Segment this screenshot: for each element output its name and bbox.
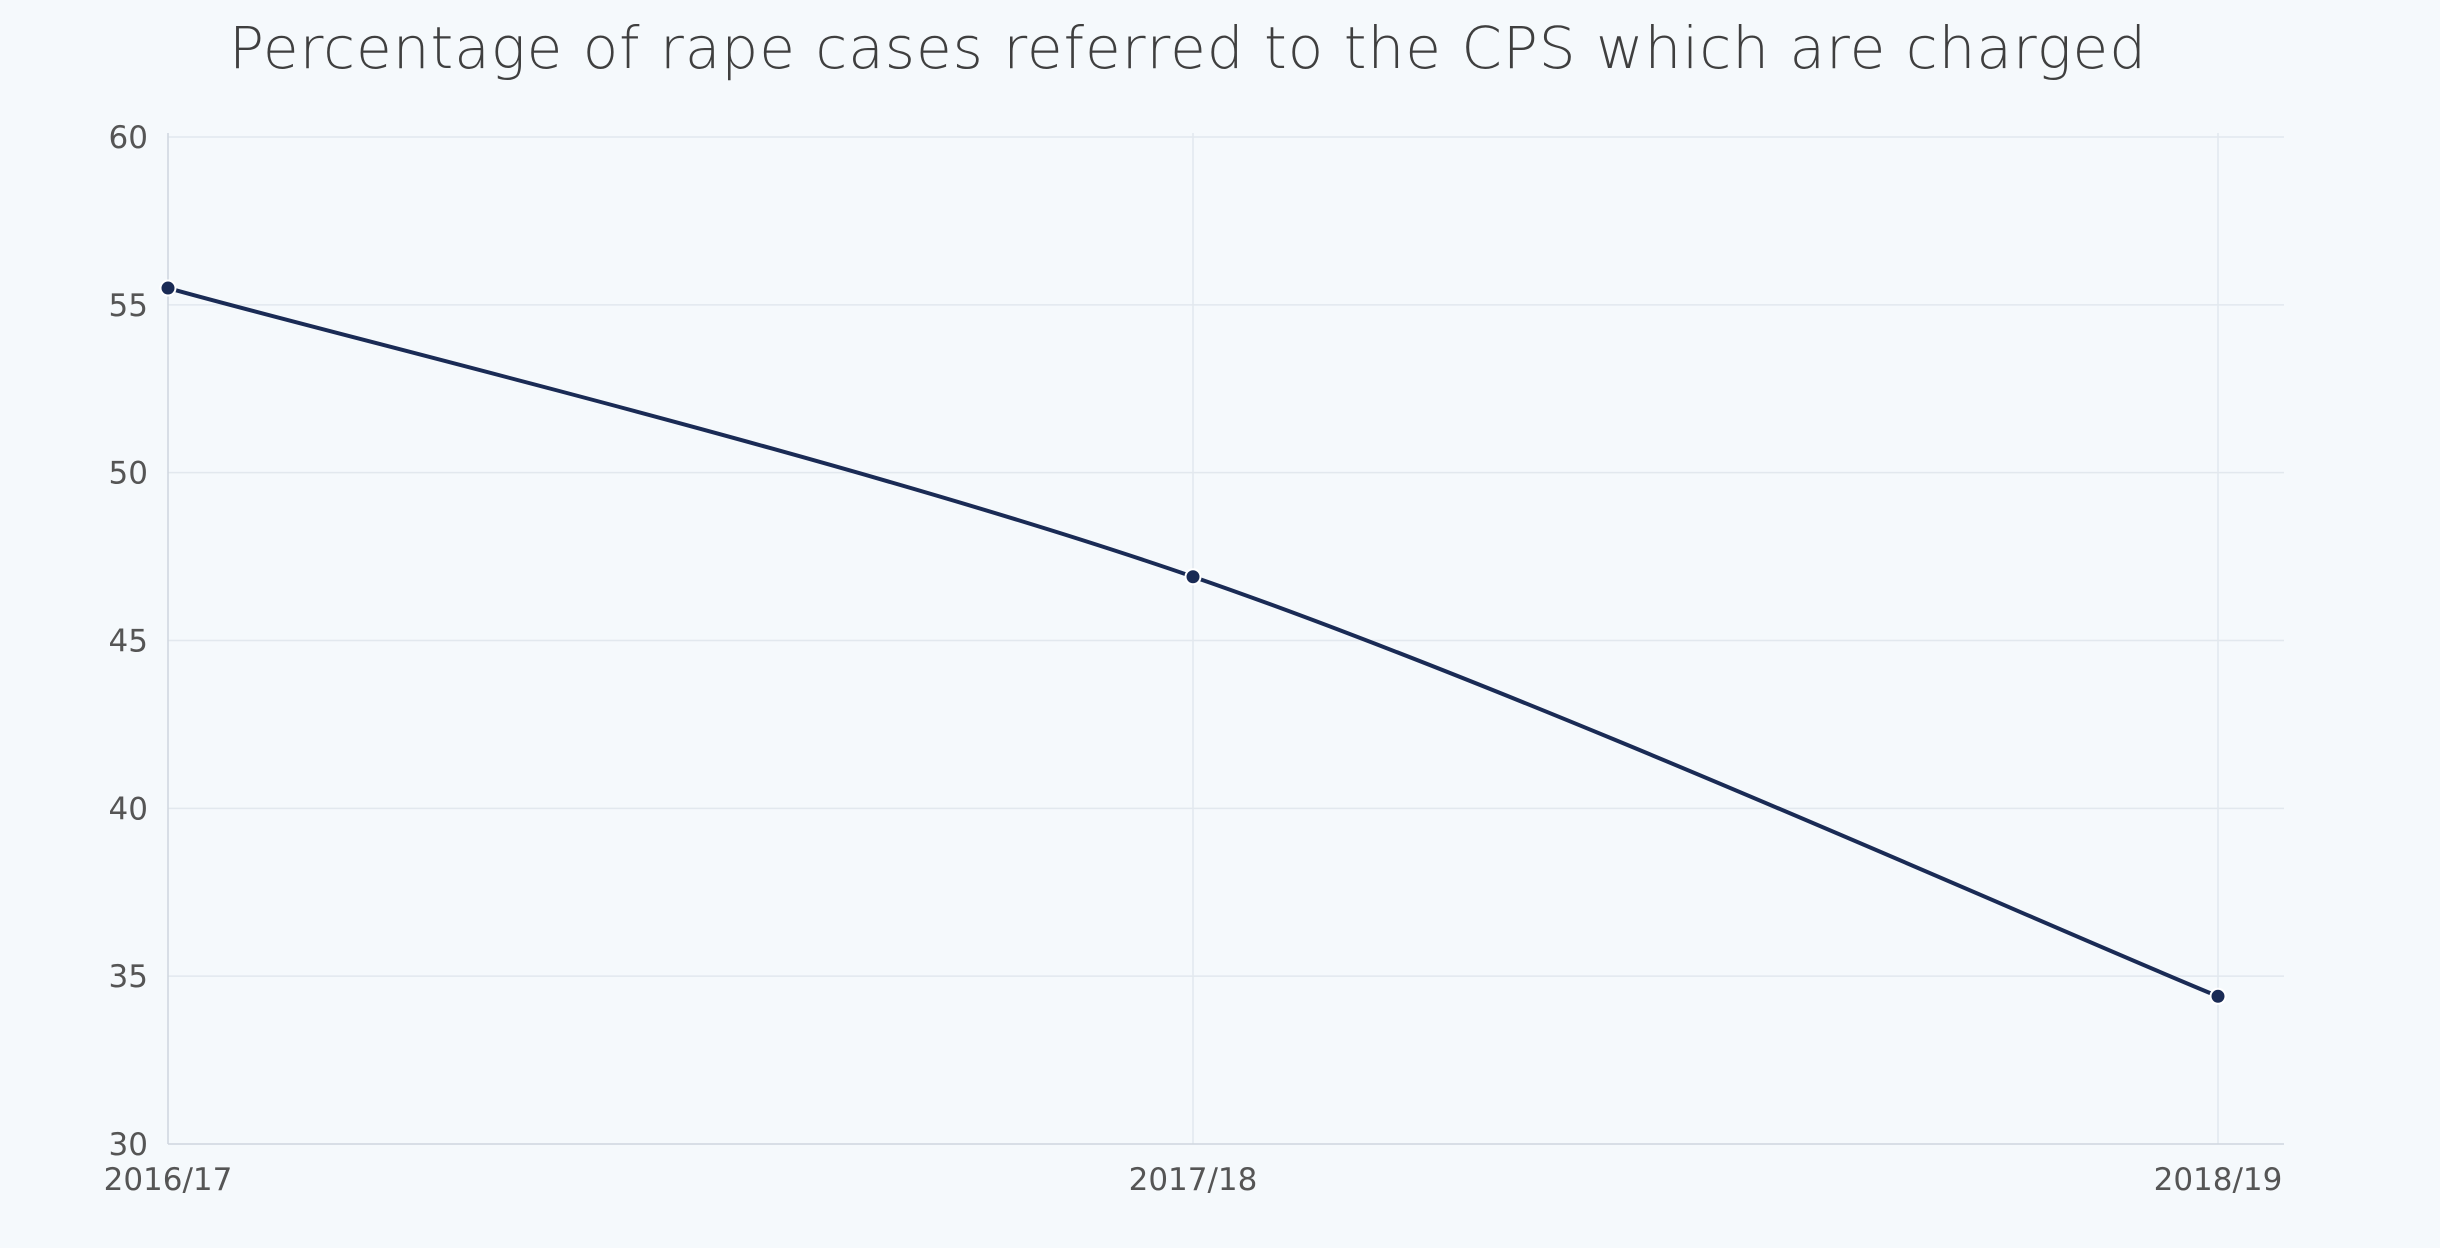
y-tick-label: 50 — [109, 456, 148, 492]
data-point[interactable] — [2209, 987, 2227, 1005]
y-tick-label: 60 — [109, 120, 148, 156]
y-tick-label: 55 — [109, 288, 148, 324]
tick-labels: 30 35 40 45 50 55 60 2016/17 2017/18 2018/19 — [104, 120, 2283, 1198]
data-point[interactable] — [1184, 568, 1202, 586]
x-tick-label: 2017/18 — [1129, 1162, 1258, 1198]
grid-lines — [168, 133, 2284, 1144]
x-tick-label: 2016/17 — [104, 1162, 233, 1198]
chart-title: Percentage of rape cases referred to the… — [228, 14, 2148, 82]
y-tick-label: 35 — [109, 959, 148, 995]
data-points — [159, 279, 2227, 1005]
y-tick-label: 30 — [109, 1127, 148, 1163]
y-tick-label: 40 — [109, 791, 148, 827]
axes — [167, 133, 2284, 1145]
data-point[interactable] — [159, 279, 177, 297]
x-tick-label: 2018/19 — [2154, 1162, 2283, 1198]
y-tick-label: 45 — [109, 624, 148, 660]
